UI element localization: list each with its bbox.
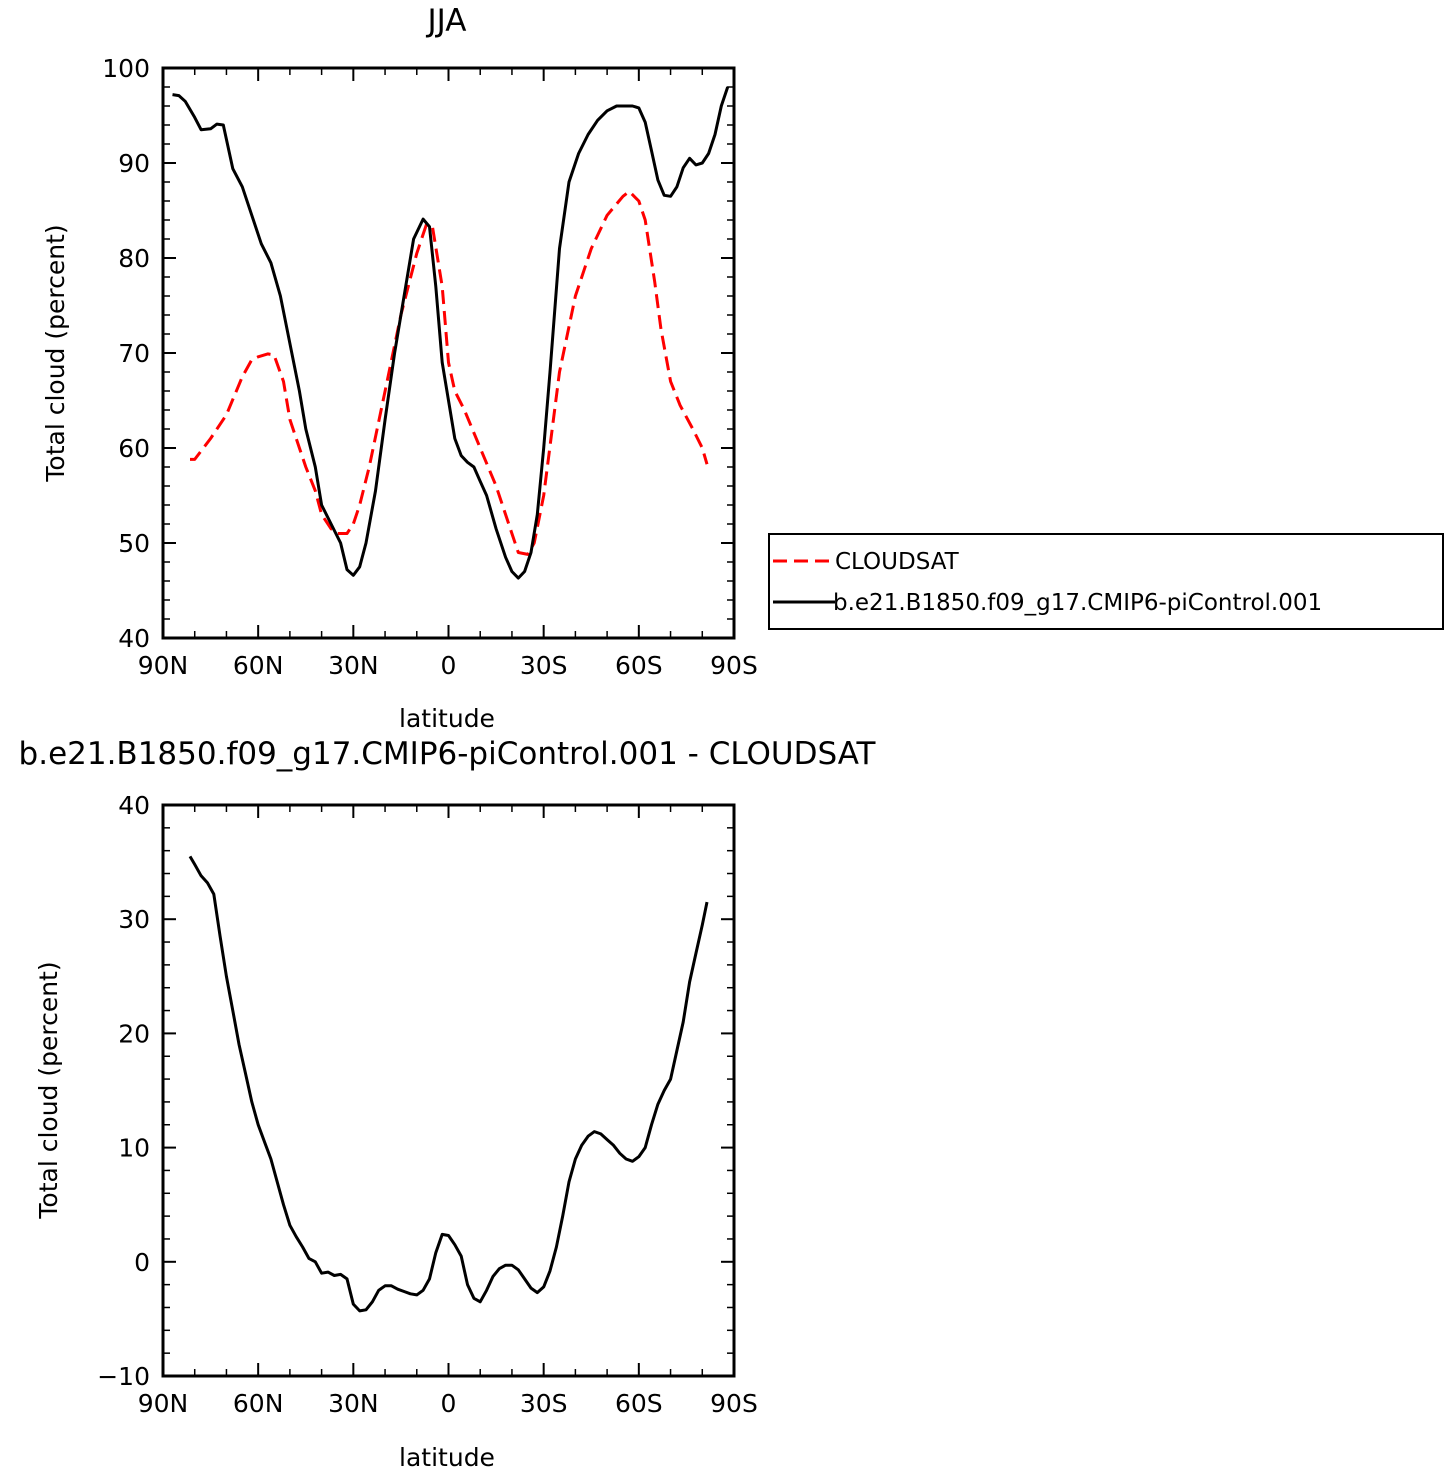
bottom-y-tick-label: −10 bbox=[97, 1362, 150, 1391]
top-x-tick-label: 0 bbox=[441, 651, 457, 680]
bottom-x-tick-label: 0 bbox=[441, 1389, 457, 1418]
top-x-tick-label: 60S bbox=[615, 651, 663, 680]
bottom-x-tick-label: 60S bbox=[615, 1389, 663, 1418]
top-series-line-cloudsat bbox=[190, 190, 709, 556]
legend-label-model: b.e21.B1850.f09_g17.CMIP6-piControl.001 bbox=[833, 590, 1322, 616]
legend: CLOUDSAT b.e21.B1850.f09_g17.CMIP6-piCon… bbox=[768, 533, 1444, 630]
top-x-tick-label: 90S bbox=[710, 651, 758, 680]
top-plot-frame bbox=[161, 66, 736, 640]
top-y-tick-label: 60 bbox=[118, 434, 150, 463]
bottom-panel: b.e21.B1850.f09_g17.CMIP6-piControl.001 … bbox=[19, 736, 877, 1472]
bottom-plot-area: 90N 60N 30N 0 30S 60S 90S −10 0 10 20 30 40 bbox=[97, 791, 758, 1418]
top-y-tick-label: 100 bbox=[102, 54, 150, 83]
top-y-axis-label: Total cloud (percent) bbox=[41, 224, 70, 482]
legend-box bbox=[768, 533, 1444, 630]
bottom-x-tick-label: 30N bbox=[328, 1389, 379, 1418]
top-x-axis-label: latitude bbox=[399, 704, 495, 733]
bottom-x-tick-label: 60N bbox=[233, 1389, 284, 1418]
bottom-y-tick-label: 30 bbox=[118, 905, 150, 934]
bottom-y-tick-label: 40 bbox=[118, 791, 150, 820]
bottom-plot-frame bbox=[161, 803, 736, 1378]
top-x-tick-label: 30N bbox=[328, 651, 379, 680]
top-x-tick-label: 90N bbox=[138, 651, 189, 680]
top-y-tick-label: 40 bbox=[118, 624, 150, 653]
top-x-tick-label: 30S bbox=[520, 651, 568, 680]
top-plot-area: 90N 60N 30N 0 30S 60S 90S 40 50 60 70 80 90 100 bbox=[102, 54, 758, 680]
bottom-y-tick-label: 20 bbox=[118, 1019, 150, 1048]
top-series-line-model bbox=[172, 86, 730, 580]
bottom-chart-title: b.e21.B1850.f09_g17.CMIP6-piControl.001 … bbox=[19, 736, 877, 772]
bottom-x-tick-label: 30S bbox=[520, 1389, 568, 1418]
top-x-tick-label: 60N bbox=[233, 651, 284, 680]
bottom-y-axis-label: Total cloud (percent) bbox=[34, 961, 63, 1219]
bottom-y-tick-label: 10 bbox=[118, 1134, 150, 1163]
top-chart-title: JJA bbox=[426, 3, 467, 39]
bottom-y-tick-label: 0 bbox=[134, 1248, 150, 1277]
top-y-tick-label: 90 bbox=[118, 149, 150, 178]
top-y-tick-label: 70 bbox=[118, 339, 150, 368]
bottom-x-axis-label: latitude bbox=[399, 1443, 495, 1472]
top-y-tick-label: 80 bbox=[118, 244, 150, 273]
bottom-x-tick-label: 90S bbox=[710, 1389, 758, 1418]
legend-label-cloudsat: CLOUDSAT bbox=[835, 549, 960, 575]
bottom-x-tick-label: 90N bbox=[138, 1389, 189, 1418]
bottom-series-line-model bbox=[188, 855, 709, 1313]
top-panel: JJA 90N 60N 30N 0 30S 60S 90S 40 50 60 70 80 90 100 l… bbox=[41, 3, 758, 733]
top-y-tick-label: 50 bbox=[118, 529, 150, 558]
